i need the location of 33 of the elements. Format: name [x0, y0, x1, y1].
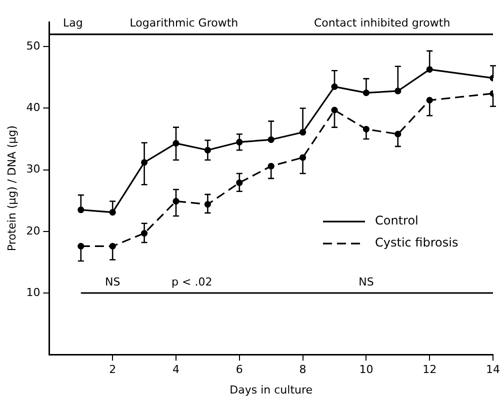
legend-label: Control	[375, 214, 418, 228]
point	[109, 242, 116, 250]
point	[268, 162, 274, 170]
y-tick-label: 50	[26, 39, 40, 52]
point	[362, 126, 370, 132]
annotation: NS	[358, 275, 374, 288]
point	[394, 88, 402, 94]
point	[362, 90, 370, 96]
x-tick-label: 14	[486, 363, 500, 376]
x-tick-label: 2	[109, 363, 116, 376]
y-tick-label: 40	[26, 101, 40, 114]
annotation: Contact inhibited growth	[314, 16, 450, 30]
annotation: NS	[104, 275, 120, 288]
annotation: Lag	[63, 16, 83, 30]
point	[331, 106, 338, 114]
y-axis-title: Protein (µg) / DNA (µg)	[5, 125, 18, 252]
annotation: p < .02	[172, 275, 212, 288]
annotation: Logarithmic Growth	[130, 16, 238, 30]
point	[109, 209, 116, 216]
point	[268, 136, 274, 143]
x-tick-label: 8	[299, 363, 306, 376]
point	[394, 130, 402, 138]
x-tick-label: 4	[172, 363, 180, 376]
x-tick-label: 6	[236, 363, 243, 376]
point	[300, 128, 306, 136]
legend-label: Cystic fibrosis	[375, 236, 458, 250]
point	[331, 83, 338, 90]
y-tick-label: 10	[26, 286, 40, 299]
x-tick-label: 12	[422, 363, 437, 376]
y-tick-label: 30	[26, 162, 40, 176]
x-axis-title: Days in culture	[230, 383, 313, 396]
y-tick-label: 20	[26, 224, 40, 238]
x-tick-label: 10	[359, 363, 374, 376]
